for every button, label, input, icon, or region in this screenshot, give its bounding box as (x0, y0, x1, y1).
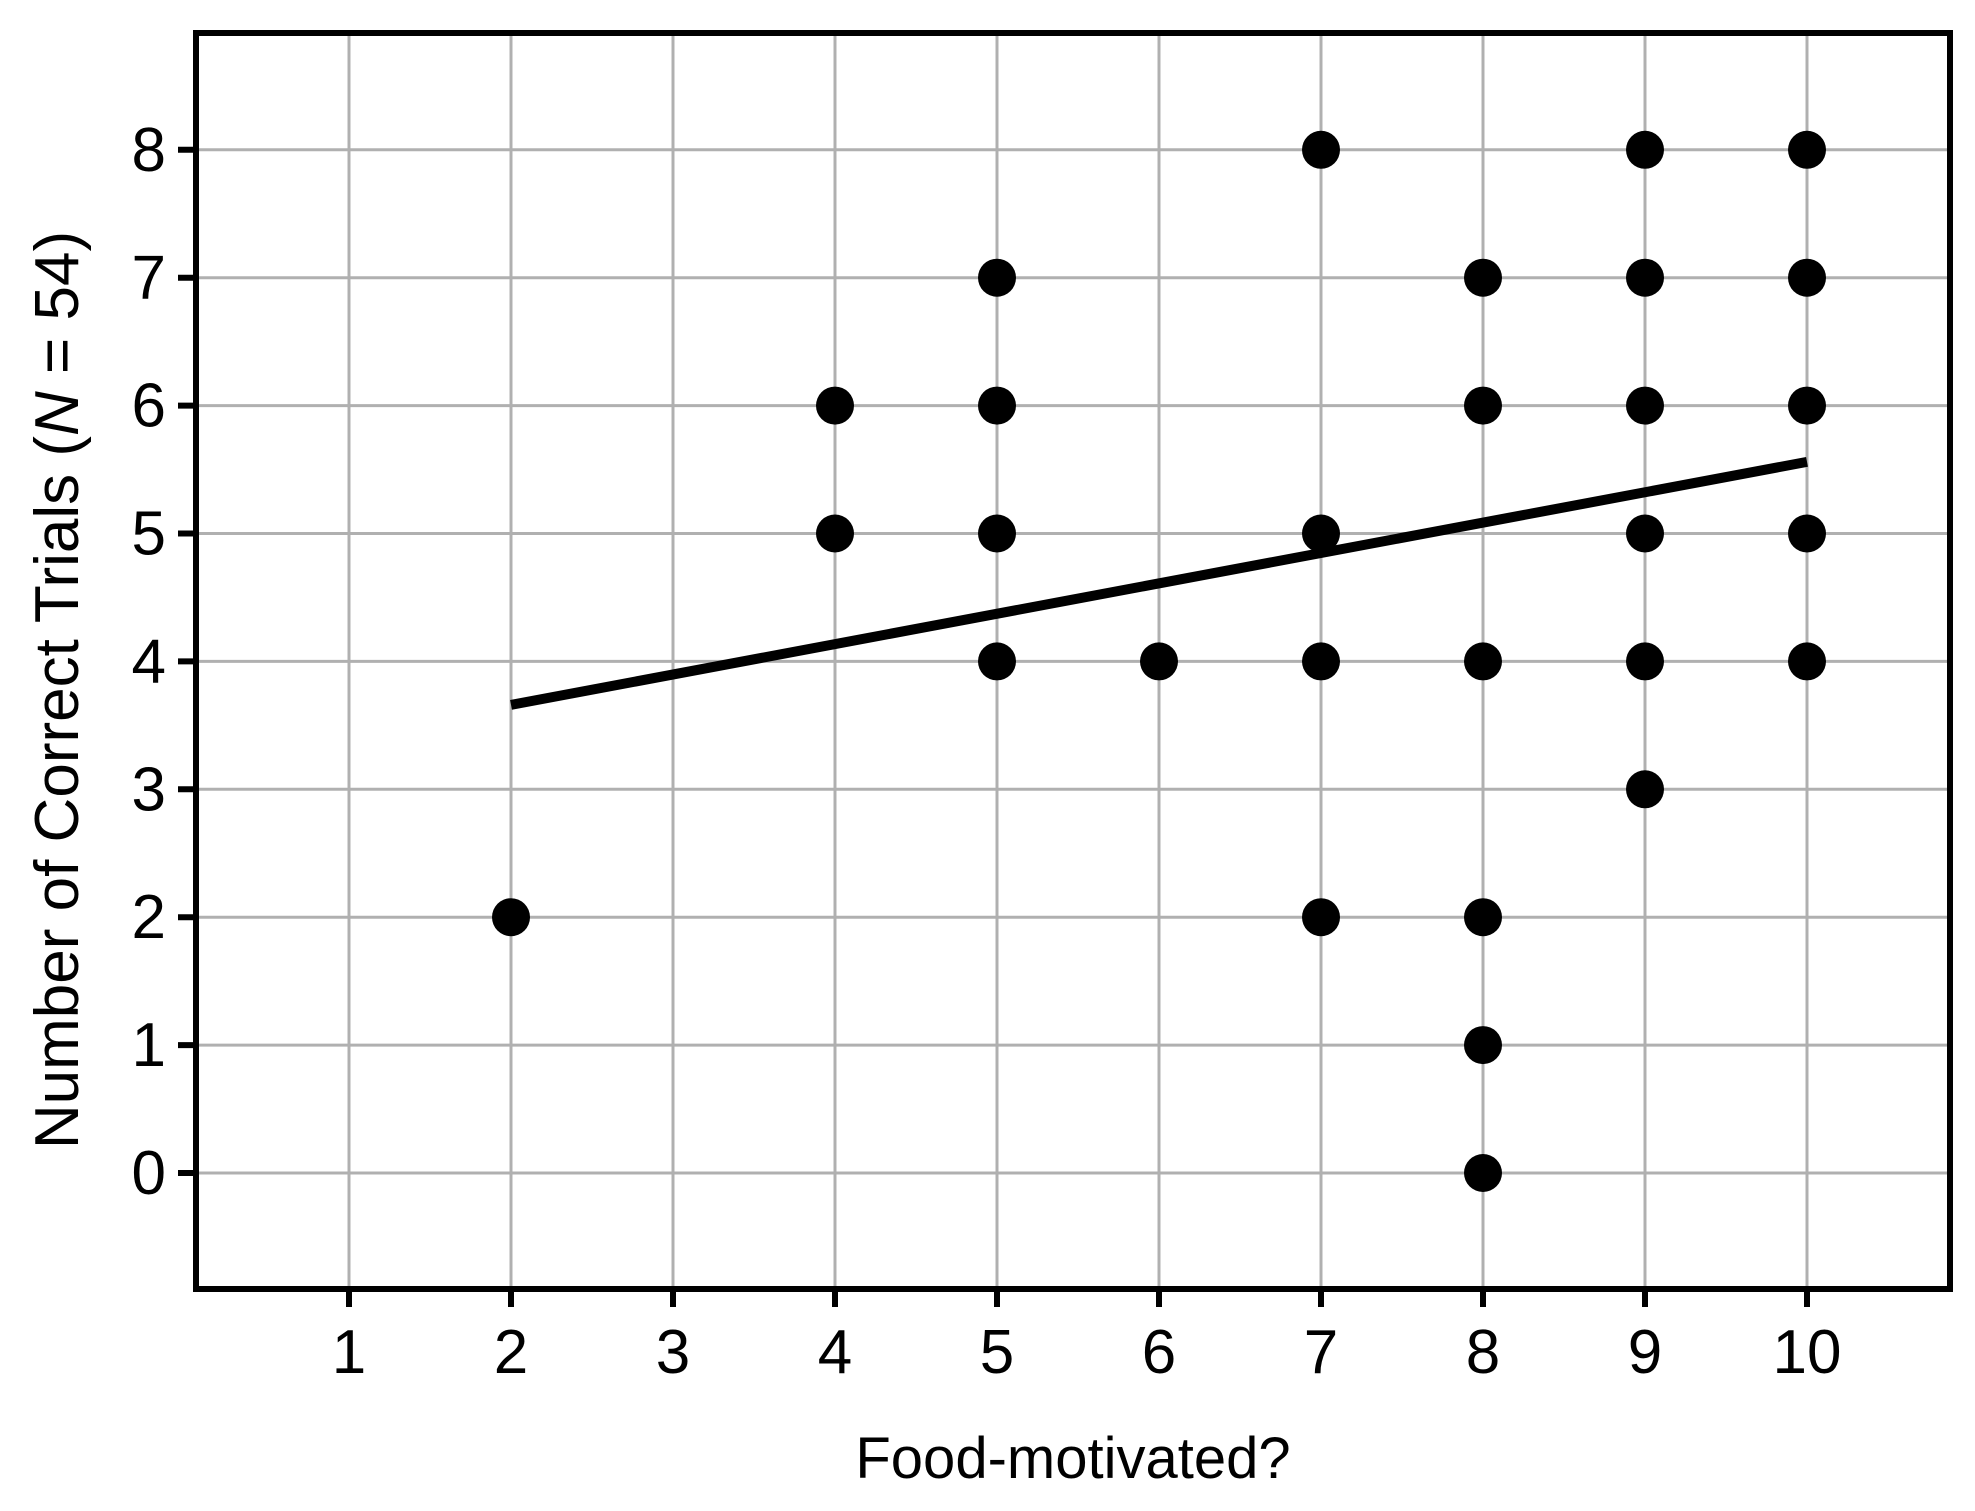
x-tick-label: 4 (818, 1318, 852, 1387)
data-point (1302, 130, 1340, 169)
gridlines (196, 33, 1950, 1289)
data-point (1464, 898, 1502, 937)
axis-ticks (178, 146, 1810, 1307)
x-tick-label: 8 (1466, 1318, 1500, 1387)
data-point (978, 386, 1016, 425)
data-point (1788, 642, 1826, 681)
data-point (492, 898, 530, 937)
data-point (1464, 642, 1502, 681)
data-point (978, 642, 1016, 681)
data-point (1626, 130, 1664, 169)
data-point (1626, 514, 1664, 553)
data-point (1788, 514, 1826, 553)
y-tick-label: 4 (132, 627, 166, 696)
data-point (1626, 386, 1664, 425)
y-tick-label: 2 (132, 883, 166, 952)
data-point (1788, 130, 1826, 169)
x-tick-label: 2 (494, 1318, 528, 1387)
x-tick-label: 7 (1304, 1318, 1338, 1387)
x-tick-labels: 1 2 3 4 5 6 7 8 9 10 (332, 1318, 1842, 1387)
y-tick-label: 3 (132, 755, 166, 824)
x-tick-label: 6 (1142, 1318, 1176, 1387)
regression-line (510, 456, 1808, 710)
x-axis-title: Food-motivated? (855, 1426, 1290, 1491)
y-tick-label: 7 (132, 244, 166, 313)
x-tick-label: 9 (1628, 1318, 1662, 1387)
data-point (1302, 642, 1340, 681)
y-tick-label: 0 (132, 1139, 166, 1208)
data-point (1626, 258, 1664, 297)
data-point (978, 514, 1016, 553)
x-tick-label: 10 (1773, 1318, 1842, 1387)
data-point (1464, 1026, 1502, 1065)
data-point (1464, 258, 1502, 297)
y-tick-label: 8 (132, 116, 166, 185)
x-tick-label: 1 (332, 1318, 366, 1387)
data-point (1464, 386, 1502, 425)
data-point (1626, 770, 1664, 809)
data-point (1464, 1154, 1502, 1192)
x-tick-label: 3 (656, 1318, 690, 1387)
data-point (978, 258, 1016, 297)
y-tick-labels: 0 1 2 3 4 5 6 7 8 (132, 116, 166, 1208)
data-points (492, 130, 1826, 1192)
data-point (816, 386, 854, 425)
data-point (1788, 386, 1826, 425)
y-tick-label: 1 (132, 1011, 166, 1080)
data-point (1140, 642, 1178, 681)
data-point (1302, 514, 1340, 553)
data-point (816, 514, 854, 553)
y-tick-label: 5 (132, 500, 166, 569)
y-axis-title: Number of Correct Trials (N = 54) (23, 231, 92, 1149)
data-point (1788, 258, 1826, 297)
x-tick-label: 5 (980, 1318, 1014, 1387)
y-tick-label: 6 (132, 372, 166, 441)
plot-border (193, 30, 1953, 1292)
data-point (1302, 898, 1340, 937)
data-point (1626, 642, 1664, 681)
